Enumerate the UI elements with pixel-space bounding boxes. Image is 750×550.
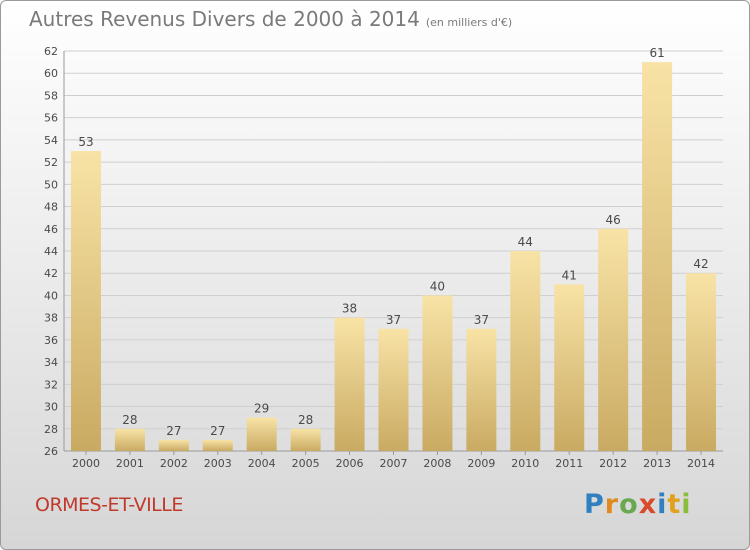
x-tick-label: 2009 xyxy=(467,457,495,470)
x-tick-label: 2012 xyxy=(599,457,627,470)
data-labels: 53 28 27 27 29 28 38 37 40 37 44 41 46 61 42 xyxy=(78,46,708,438)
y-tick-label: 58 xyxy=(44,89,58,102)
y-tick-label: 56 xyxy=(44,112,58,125)
x-tick-label: 2010 xyxy=(511,457,539,470)
y-tick-label: 34 xyxy=(44,356,58,369)
x-axis-ticks: 2000 2001 2002 2003 2004 2005 2006 2007 2008 2009… xyxy=(72,451,715,470)
data-label: 28 xyxy=(122,413,137,427)
x-tick-label: 2001 xyxy=(116,457,144,470)
chart-title: Autres Revenus Divers de 2000 à 2014 (en … xyxy=(29,7,512,31)
bar xyxy=(422,295,453,451)
bar xyxy=(466,328,497,451)
data-label: 61 xyxy=(649,46,664,60)
y-tick-label: 48 xyxy=(44,201,58,214)
data-label: 46 xyxy=(606,213,621,227)
y-tick-label: 30 xyxy=(44,401,58,414)
data-label: 27 xyxy=(210,424,225,438)
data-label: 27 xyxy=(166,424,181,438)
bar xyxy=(598,228,629,451)
y-tick-label: 44 xyxy=(44,245,58,258)
bar xyxy=(334,317,365,451)
y-axis-ticks: 26 28 30 32 34 36 38 40 42 44 46 48 50 52 54 56 58 60 62 xyxy=(44,45,58,458)
data-label: 42 xyxy=(693,257,708,271)
bar xyxy=(114,428,145,451)
y-tick-label: 38 xyxy=(44,312,58,325)
bar xyxy=(686,273,717,451)
x-tick-label: 2004 xyxy=(248,457,276,470)
proxiti-logo: Proxiti xyxy=(584,489,692,520)
x-tick-label: 2014 xyxy=(687,457,715,470)
x-tick-label: 2007 xyxy=(380,457,408,470)
x-tick-label: 2002 xyxy=(160,457,188,470)
bar xyxy=(246,417,277,451)
commune-name: ORMES-ET-VILLE xyxy=(35,494,183,516)
x-tick-label: 2008 xyxy=(423,457,451,470)
bar xyxy=(290,428,321,451)
y-tick-label: 52 xyxy=(44,156,58,169)
y-tick-label: 60 xyxy=(44,67,58,80)
data-label: 40 xyxy=(430,279,445,293)
data-label: 37 xyxy=(386,313,401,327)
chart-subtitle: (en milliers d'€) xyxy=(425,16,513,29)
x-tick-label: 2005 xyxy=(292,457,320,470)
x-tick-label: 2013 xyxy=(643,457,671,470)
x-tick-label: 2003 xyxy=(204,457,232,470)
data-label: 44 xyxy=(518,235,533,249)
y-tick-label: 42 xyxy=(44,267,58,280)
data-label: 38 xyxy=(342,302,357,316)
chart-title-text: Autres Revenus Divers de 2000 à 2014 xyxy=(29,7,420,31)
data-label: 53 xyxy=(78,135,93,149)
bar xyxy=(642,62,673,451)
y-tick-label: 62 xyxy=(44,45,58,58)
y-tick-label: 32 xyxy=(44,378,58,391)
data-label: 29 xyxy=(254,402,269,416)
x-tick-label: 2011 xyxy=(555,457,583,470)
bars xyxy=(70,62,717,451)
data-label: 37 xyxy=(474,313,489,327)
x-tick-label: 2000 xyxy=(72,457,100,470)
data-label: 28 xyxy=(298,413,313,427)
bar xyxy=(70,151,101,451)
bar xyxy=(510,251,541,451)
y-tick-label: 46 xyxy=(44,223,58,236)
x-tick-label: 2006 xyxy=(336,457,364,470)
bar xyxy=(158,439,189,451)
y-tick-label: 28 xyxy=(44,423,58,436)
bar xyxy=(202,439,233,451)
y-tick-label: 50 xyxy=(44,178,58,191)
y-tick-label: 26 xyxy=(44,445,58,458)
data-label: 41 xyxy=(562,268,577,282)
y-tick-label: 36 xyxy=(44,334,58,347)
y-tick-label: 40 xyxy=(44,289,58,302)
bar xyxy=(554,284,585,451)
y-tick-label: 54 xyxy=(44,134,58,147)
bar xyxy=(378,328,409,451)
